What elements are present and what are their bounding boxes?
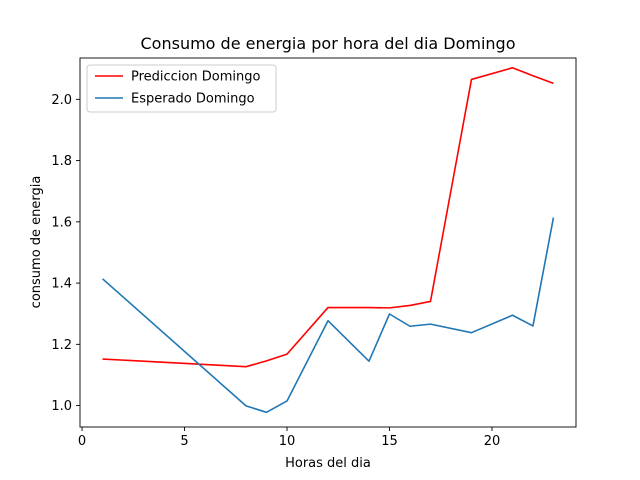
plot-area: 0 5 10 15 20 1.0 1.2 1.4 1.6 1.8 2.0 — [51, 57, 577, 449]
series-line-1 — [102, 67, 554, 368]
x-axis-label: Horas del dia — [285, 456, 371, 471]
legend-label-1: Prediccion Domingo — [131, 70, 260, 85]
legend-label-2: Esperado Domingo — [131, 92, 255, 107]
x-tick-label: 10 — [279, 434, 296, 449]
y-axis-label: consumo de energia — [29, 176, 44, 309]
x-tick-label: 5 — [180, 434, 188, 449]
chart-title: Consumo de energia por hora del dia Domi… — [141, 34, 516, 53]
y-tick-label: 1.2 — [51, 338, 72, 353]
legend-box — [86, 64, 277, 113]
axes-frame — [79, 57, 577, 428]
x-tick-label: 0 — [78, 434, 86, 449]
series-line-2 — [102, 217, 555, 414]
y-tick-label: 2.0 — [51, 93, 72, 108]
y-tick-label: 1.8 — [51, 154, 72, 169]
x-tick-label: 20 — [484, 434, 501, 449]
x-tick-label: 15 — [381, 434, 398, 449]
y-tick-label: 1.6 — [51, 215, 72, 230]
y-tick-label: 1.0 — [51, 399, 72, 414]
legend: Prediccion Domingo Esperado Domingo — [86, 64, 277, 113]
y-tick-label: 1.4 — [51, 277, 72, 292]
